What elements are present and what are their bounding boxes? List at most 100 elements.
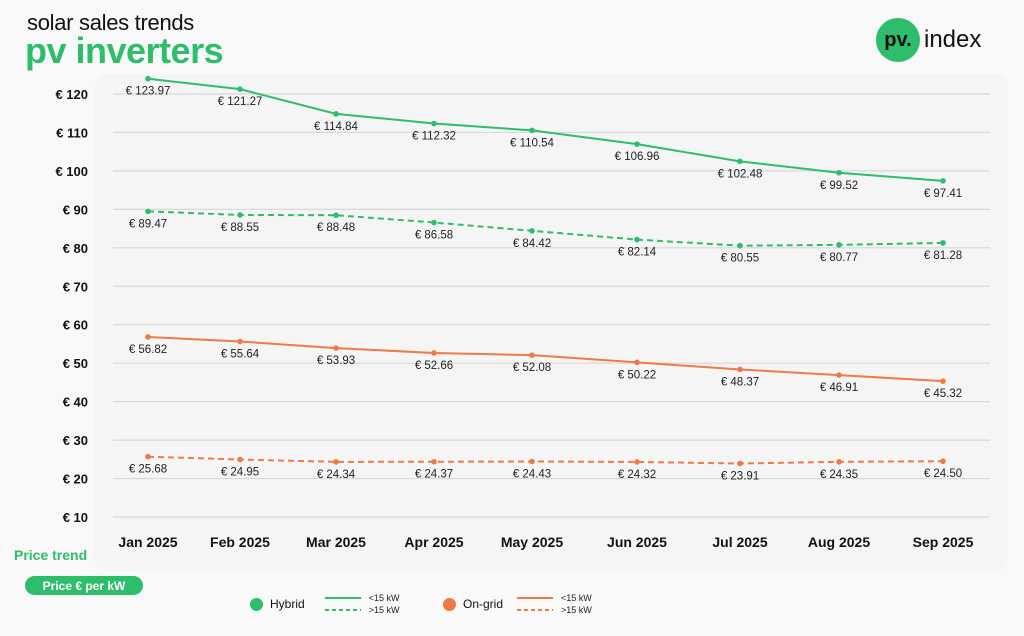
data-label: € 102.48 xyxy=(718,168,763,180)
data-label: € 56.82 xyxy=(129,344,167,356)
solid-line-icon xyxy=(324,597,361,599)
data-point xyxy=(145,453,151,460)
solid-line-icon xyxy=(517,597,554,599)
data-point xyxy=(940,178,946,184)
data-point xyxy=(634,236,640,243)
data-label: € 24.35 xyxy=(820,469,858,481)
chart-subtitle: solar sales trends xyxy=(27,10,195,35)
data-label: € 46.91 xyxy=(820,382,858,394)
data-label: € 24.95 xyxy=(221,467,259,479)
data-label: € 25.68 xyxy=(129,464,167,476)
x-tick-label: Jul 2025 xyxy=(712,534,767,550)
y-tick-label: € 30 xyxy=(63,433,88,448)
price-trend-label: Price trend xyxy=(14,547,88,563)
data-label: € 45.32 xyxy=(924,388,962,400)
data-label: € 24.37 xyxy=(415,469,453,481)
x-tick-label: Mar 2025 xyxy=(306,534,366,550)
data-label: € 97.41 xyxy=(924,188,962,200)
data-point xyxy=(634,359,640,366)
data-label: € 48.37 xyxy=(721,376,759,388)
data-point xyxy=(431,458,437,465)
data-point xyxy=(237,86,243,92)
data-point xyxy=(237,212,243,218)
y-tick-label: € 10 xyxy=(63,510,88,525)
ongrid-dot-icon xyxy=(443,597,456,611)
data-label: € 23.91 xyxy=(721,471,759,483)
data-label: € 24.32 xyxy=(618,469,656,481)
data-point xyxy=(431,219,437,226)
data-label: € 24.43 xyxy=(513,469,551,481)
data-point xyxy=(634,459,640,465)
brand-logo: pv. index xyxy=(876,18,981,62)
data-label: € 84.42 xyxy=(513,238,551,250)
y-tick-label: € 40 xyxy=(63,395,88,410)
data-label: € 89.47 xyxy=(129,218,167,230)
legend-ongrid-dashed-label: >15 kW xyxy=(561,605,592,615)
data-label: € 53.93 xyxy=(317,355,355,367)
legend-hybrid-dashed-label: >15 kW xyxy=(368,605,400,615)
data-label: € 121.27 xyxy=(218,96,263,108)
data-label: € 24.34 xyxy=(317,469,356,481)
legend-hybrid-label: Hybrid xyxy=(270,597,305,611)
data-point xyxy=(940,240,946,246)
data-label: € 80.77 xyxy=(820,252,858,264)
data-point xyxy=(529,352,535,358)
data-label: € 106.96 xyxy=(615,151,660,163)
chart-title: pv inverters xyxy=(25,30,224,71)
data-point xyxy=(529,228,535,234)
y-tick-label: € 60 xyxy=(63,318,88,333)
data-point xyxy=(145,208,151,215)
data-point xyxy=(737,366,743,373)
x-tick-label: Aug 2025 xyxy=(808,534,870,550)
data-point xyxy=(145,334,151,340)
data-point xyxy=(145,75,151,82)
data-label: € 110.54 xyxy=(510,137,555,149)
data-point xyxy=(940,458,946,465)
data-point xyxy=(237,456,243,463)
data-point xyxy=(333,111,339,117)
x-tick-label: Apr 2025 xyxy=(404,534,463,550)
unit-pill: Price € per kW xyxy=(25,576,143,595)
dashed-line-icon xyxy=(517,609,554,611)
data-label: € 88.55 xyxy=(221,222,259,234)
data-label: € 88.48 xyxy=(317,222,355,234)
data-label: € 55.64 xyxy=(221,348,260,360)
y-tick-label: € 120 xyxy=(55,87,88,102)
x-tick-label: Feb 2025 xyxy=(210,534,270,550)
data-point xyxy=(836,459,842,465)
data-label: € 86.58 xyxy=(415,230,453,242)
data-label: € 123.97 xyxy=(126,86,171,98)
data-label: € 81.28 xyxy=(924,250,962,262)
y-tick-label: € 90 xyxy=(63,202,88,217)
y-tick-label: € 80 xyxy=(63,241,88,256)
data-point xyxy=(529,458,535,465)
logo-text: index xyxy=(924,26,982,53)
series-line-2 xyxy=(147,335,944,383)
legend-ongrid: On-grid <15 kW >15 kW xyxy=(443,592,592,616)
legend-ongrid-label: On-grid xyxy=(463,597,504,611)
data-point xyxy=(333,459,339,465)
y-tick-label: € 100 xyxy=(55,164,88,179)
data-point xyxy=(737,460,743,467)
data-label: € 112.32 xyxy=(412,131,456,143)
hybrid-dot-icon xyxy=(250,597,263,611)
data-label: € 24.50 xyxy=(924,468,962,480)
legend-ongrid-solid-label: <15 kW xyxy=(561,593,592,603)
data-label: € 82.14 xyxy=(618,247,657,259)
data-point xyxy=(737,158,743,165)
data-label: € 114.84 xyxy=(314,121,359,133)
data-point xyxy=(737,242,743,249)
legend-hybrid-solid-label: <15 kW xyxy=(368,593,400,603)
data-point xyxy=(431,120,437,127)
legend-hybrid: Hybrid <15 kW >15 kW xyxy=(250,592,399,616)
data-point xyxy=(836,242,842,248)
data-point xyxy=(333,345,339,351)
data-point xyxy=(836,169,842,176)
data-point xyxy=(237,338,243,345)
y-tick-label: € 70 xyxy=(63,279,88,294)
data-point xyxy=(836,372,842,378)
data-label: € 52.66 xyxy=(415,360,453,372)
x-tick-label: Jan 2025 xyxy=(118,534,177,550)
x-tick-label: Sep 2025 xyxy=(913,534,974,550)
